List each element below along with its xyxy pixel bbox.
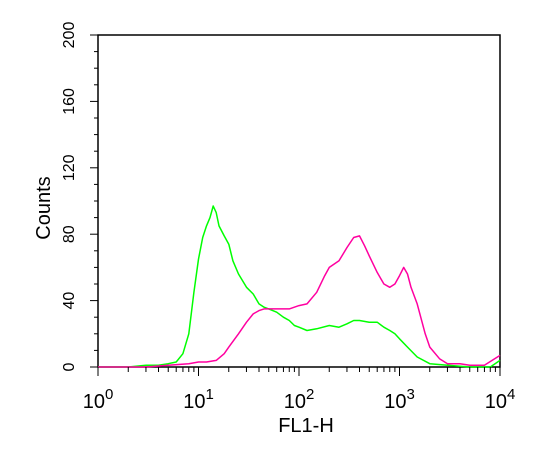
y-tick-label: 40 (61, 292, 78, 310)
x-axis-label: FL1-H (278, 415, 334, 437)
y-tick-label: 200 (61, 22, 78, 49)
y-tick-label: 160 (61, 88, 78, 115)
plot-frame (97, 34, 501, 368)
series-line-1 (98, 235, 501, 368)
y-tick-label: 0 (61, 362, 78, 371)
y-axis: 0 40 80 120 160 200 (61, 22, 98, 371)
x-tick-label: 100 (83, 386, 114, 413)
y-tick-label: 80 (61, 225, 78, 243)
x-tick-label: 103 (384, 386, 415, 413)
x-axis: 100 101 102 103 104 (83, 367, 516, 413)
y-tick-label: 120 (61, 154, 78, 181)
x-tick-label: 102 (284, 386, 315, 413)
x-tick-label: 101 (183, 386, 214, 413)
series-layer (98, 205, 501, 368)
series-line-0 (98, 205, 501, 368)
y-axis-label: Counts (33, 176, 55, 239)
plot-area (97, 34, 501, 368)
x-tick-label: 104 (485, 386, 516, 413)
